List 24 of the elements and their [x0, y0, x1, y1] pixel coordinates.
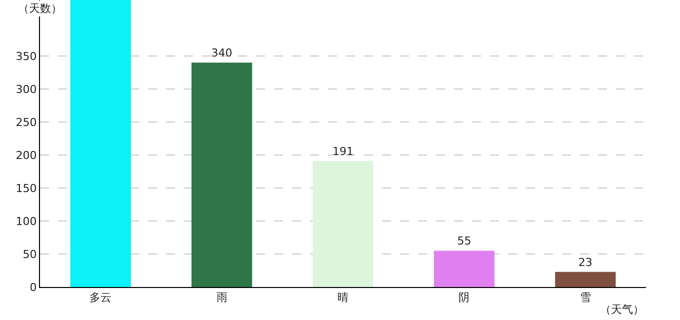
- y-tick-label: 150: [16, 182, 37, 195]
- bar: [192, 62, 252, 287]
- y-tick-label: 300: [16, 82, 37, 96]
- y-tick-label: 100: [16, 214, 37, 228]
- x-tick-label: 雪: [580, 291, 591, 304]
- y-tick-label: 350: [16, 50, 37, 63]
- x-tick-label: 多云: [90, 291, 112, 304]
- x-tick-label: 阴: [458, 291, 470, 304]
- bar: [555, 272, 616, 287]
- data-label: 23: [578, 256, 592, 269]
- data-label: 55: [457, 234, 472, 248]
- bar: [434, 250, 494, 287]
- data-label: 340: [211, 46, 232, 60]
- x-axis-title: （天气）: [600, 303, 644, 316]
- data-label: 191: [332, 144, 354, 158]
- y-tick-label: 0: [30, 280, 37, 294]
- x-tick-label: 晴: [338, 291, 348, 304]
- bar: [312, 160, 374, 287]
- y-tick-label: 250: [16, 116, 37, 129]
- y-axis-title: （天数）: [18, 2, 62, 15]
- y-tick-label: 50: [22, 248, 37, 261]
- bar: [70, 0, 131, 287]
- y-tick-label: 200: [16, 148, 37, 162]
- x-tick-label: 雨: [216, 291, 228, 304]
